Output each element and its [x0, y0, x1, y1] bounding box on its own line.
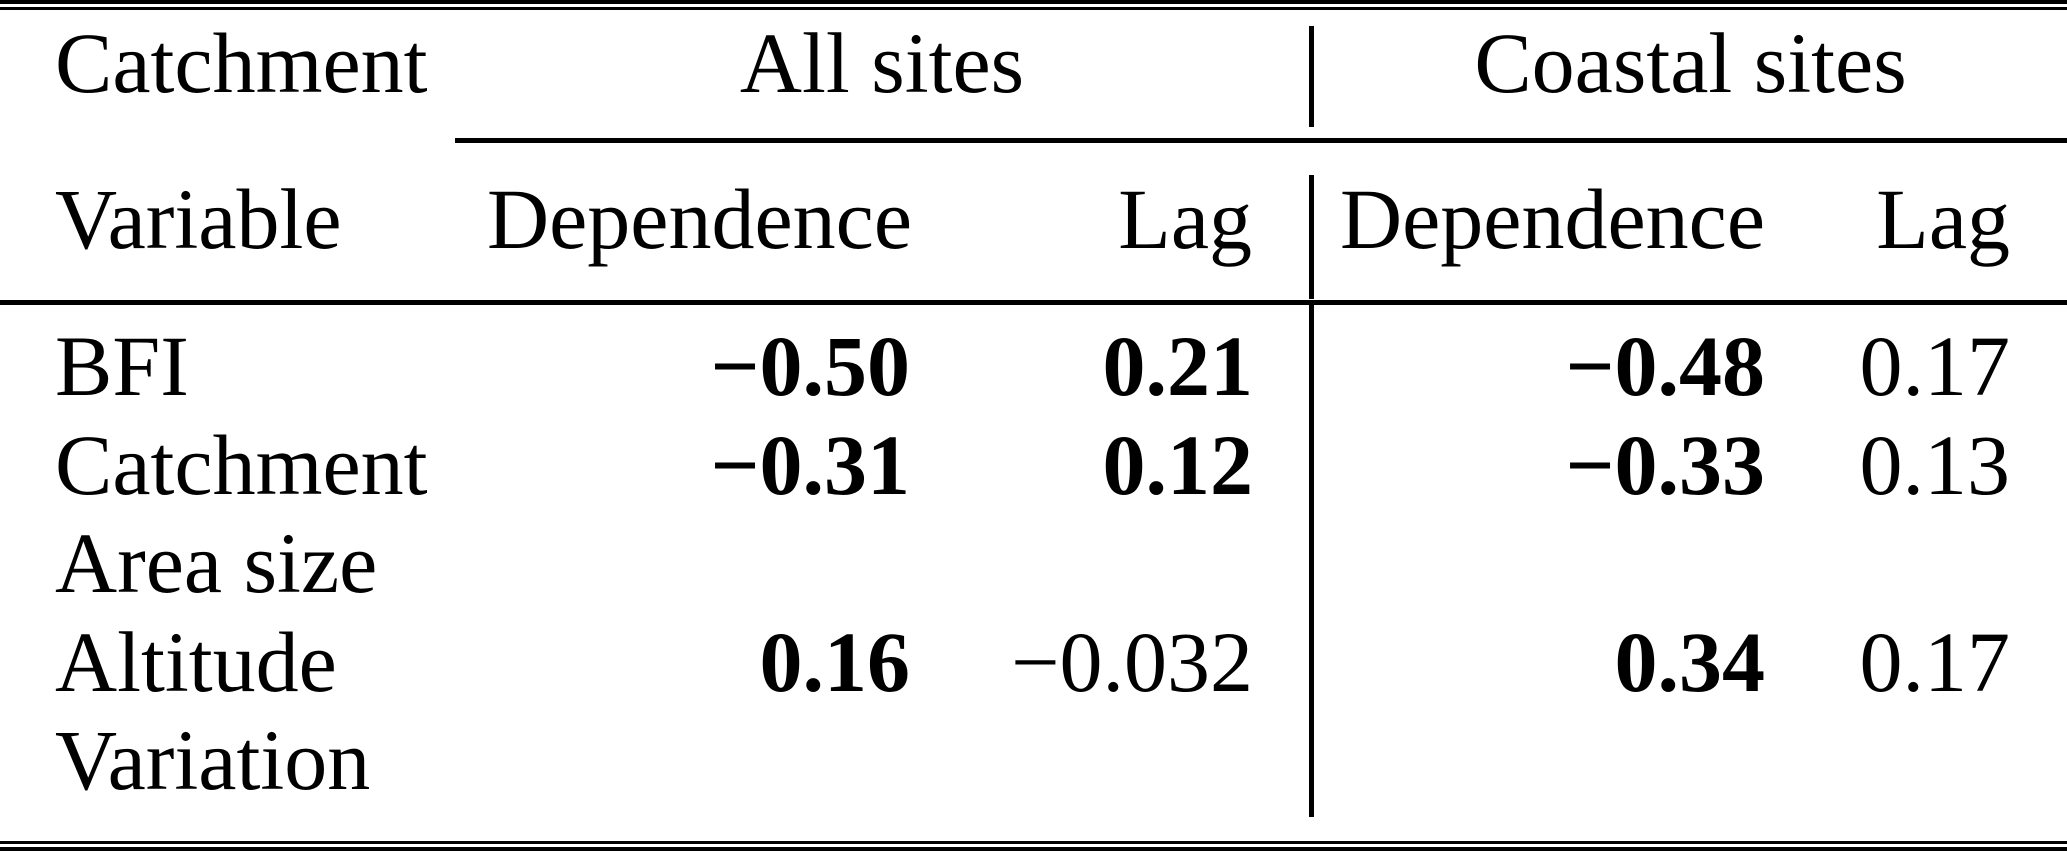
- bottom-rule-inner: [0, 841, 2067, 844]
- row-label-line-1: Altitude: [55, 614, 337, 710]
- cell-lag-all: −0.032: [1010, 614, 1253, 710]
- header-dependence-coastal: Dependence: [1340, 171, 1765, 267]
- cell-lag-all: 0.12: [1102, 417, 1254, 513]
- header-body-separator: [0, 300, 2067, 305]
- row-label-line-2: Variation: [55, 712, 371, 808]
- header-group-all-sites: All sites: [739, 15, 1025, 111]
- vertical-divider-header-bottom: [1309, 175, 1314, 299]
- cell-dependence-all: 0.16: [759, 614, 911, 710]
- cell-dependence-coastal: 0.34: [1614, 614, 1766, 710]
- header-dependence-all: Dependence: [487, 171, 912, 267]
- row-label-line-2: Area size: [55, 515, 378, 611]
- row-label-line-1: Catchment: [55, 417, 428, 513]
- header-lag-all: Lag: [1118, 171, 1252, 267]
- bottom-rule-outer: [0, 847, 2067, 851]
- cell-lag-all: 0.21: [1102, 318, 1254, 414]
- cell-dependence-coastal: −0.48: [1565, 318, 1765, 414]
- header-group-coastal-sites: Coastal sites: [1474, 15, 1907, 111]
- header-catchment: Catchment: [55, 15, 428, 111]
- cell-lag-coastal: 0.17: [1859, 318, 2011, 414]
- vertical-divider-body: [1309, 305, 1314, 817]
- cell-dependence-all: −0.50: [710, 318, 910, 414]
- row-label: BFI: [55, 318, 189, 414]
- vertical-divider-header-top: [1309, 26, 1314, 127]
- cell-lag-coastal: 0.17: [1859, 614, 2011, 710]
- top-rule-inner: [0, 7, 2067, 10]
- group-header-midrule: [455, 138, 2067, 143]
- top-rule-outer: [0, 0, 2067, 4]
- header-lag-coastal: Lag: [1876, 171, 2010, 267]
- cell-dependence-coastal: −0.33: [1565, 417, 1765, 513]
- cell-dependence-all: −0.31: [710, 417, 910, 513]
- cell-lag-coastal: 0.13: [1859, 417, 2011, 513]
- header-variable: Variable: [55, 171, 342, 267]
